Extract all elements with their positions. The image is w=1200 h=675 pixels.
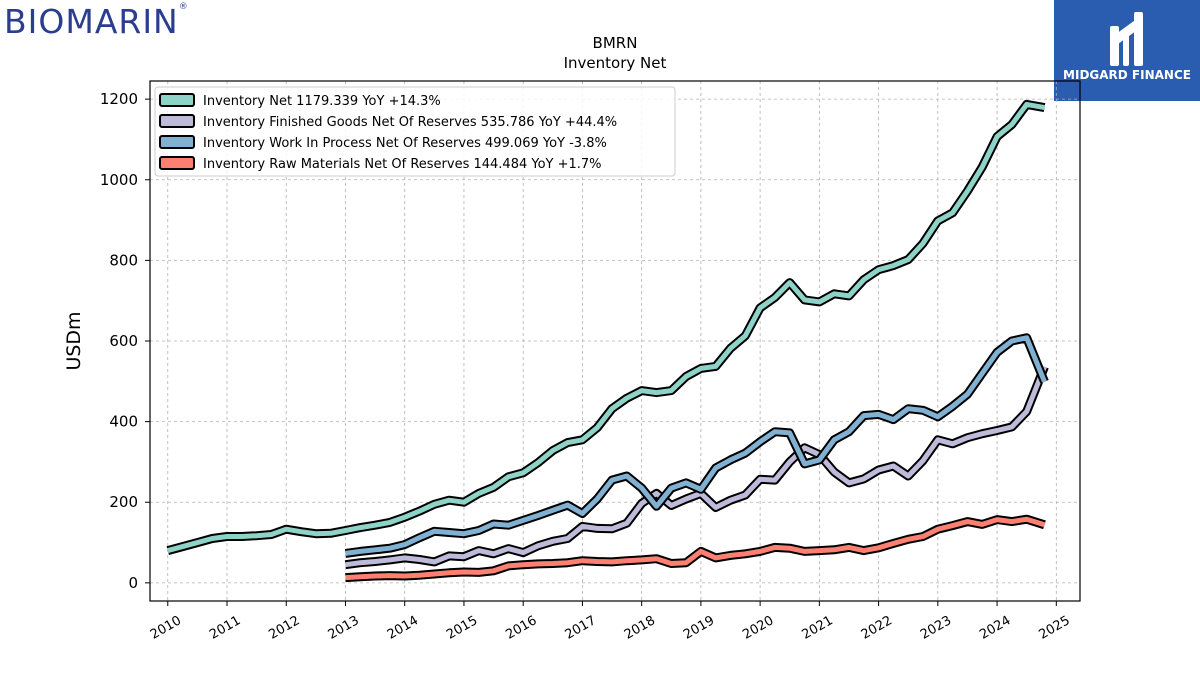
biomarin-logo-mark: ® <box>178 2 189 12</box>
legend-label-2: Inventory Work In Process Net Of Reserve… <box>203 136 607 151</box>
x-tick-label: 2017 <box>563 613 599 643</box>
legend-box <box>154 86 676 177</box>
legend-label-3: Inventory Raw Materials Net Of Reserves … <box>203 157 602 172</box>
chart-title: BMRN <box>593 34 638 52</box>
x-tick-label: 2014 <box>385 613 421 643</box>
legend-swatch-0 <box>159 93 195 107</box>
legend-label-1: Inventory Finished Goods Net Of Reserves… <box>203 115 617 130</box>
chart-subtitle: Inventory Net <box>564 54 667 72</box>
x-tick-label: 2020 <box>740 613 776 643</box>
legend-swatch-2 <box>159 135 195 149</box>
x-tick-label: 2024 <box>977 613 1013 643</box>
midgard-finance-logo: MIDGARD FINANCE <box>1054 0 1200 101</box>
legend: Inventory Net 1179.339 YoY +14.3% Invento… <box>154 86 676 177</box>
x-tick-label: 2013 <box>326 613 362 643</box>
x-tick-label: 2012 <box>266 613 302 643</box>
x-axis: 2010 2011 2012 2013 2014 2015 2016 2017 2018 2019… <box>148 601 1073 643</box>
x-tick-label: 2016 <box>503 613 539 643</box>
x-tick-label: 2019 <box>681 613 717 643</box>
legend-swatch-1 <box>159 114 195 128</box>
x-tick-label: 2023 <box>918 613 954 643</box>
x-tick-label: 2011 <box>207 613 243 643</box>
y-axis: 0 200 400 600 800 1000 1200 <box>100 90 150 592</box>
y-tick-label: 1000 <box>100 171 138 189</box>
x-tick-label: 2015 <box>444 613 480 643</box>
biomarin-logo-text: BIOMARIN <box>4 2 179 41</box>
biomarin-logo: BIOMARIN® <box>4 2 189 41</box>
series-line-3 <box>345 514 1046 583</box>
y-axis-label: USDm <box>63 311 85 370</box>
x-tick-label: 2021 <box>800 613 836 643</box>
y-tick-label: 0 <box>128 574 138 592</box>
legend-label-0: Inventory Net 1179.339 YoY +14.3% <box>203 94 441 109</box>
midgard-finance-emblem-icon <box>1110 12 1143 66</box>
series-line-1 <box>344 365 1049 570</box>
y-tick-label: 400 <box>109 413 138 431</box>
x-tick-label: 2018 <box>622 613 658 643</box>
y-tick-label: 800 <box>109 251 138 269</box>
legend-swatch-3 <box>159 156 195 170</box>
x-tick-label: 2022 <box>859 613 895 643</box>
y-tick-label: 600 <box>109 332 138 350</box>
x-tick-label: 2025 <box>1036 613 1072 643</box>
y-tick-label: 200 <box>109 493 138 511</box>
series-line-0 <box>166 99 1046 555</box>
series-line-2 <box>344 333 1049 558</box>
x-tick-label: 2010 <box>148 613 184 643</box>
midgard-finance-logo-text: MIDGARD FINANCE <box>1063 68 1191 82</box>
y-tick-label: 1200 <box>100 90 138 108</box>
series-layer <box>166 99 1049 583</box>
